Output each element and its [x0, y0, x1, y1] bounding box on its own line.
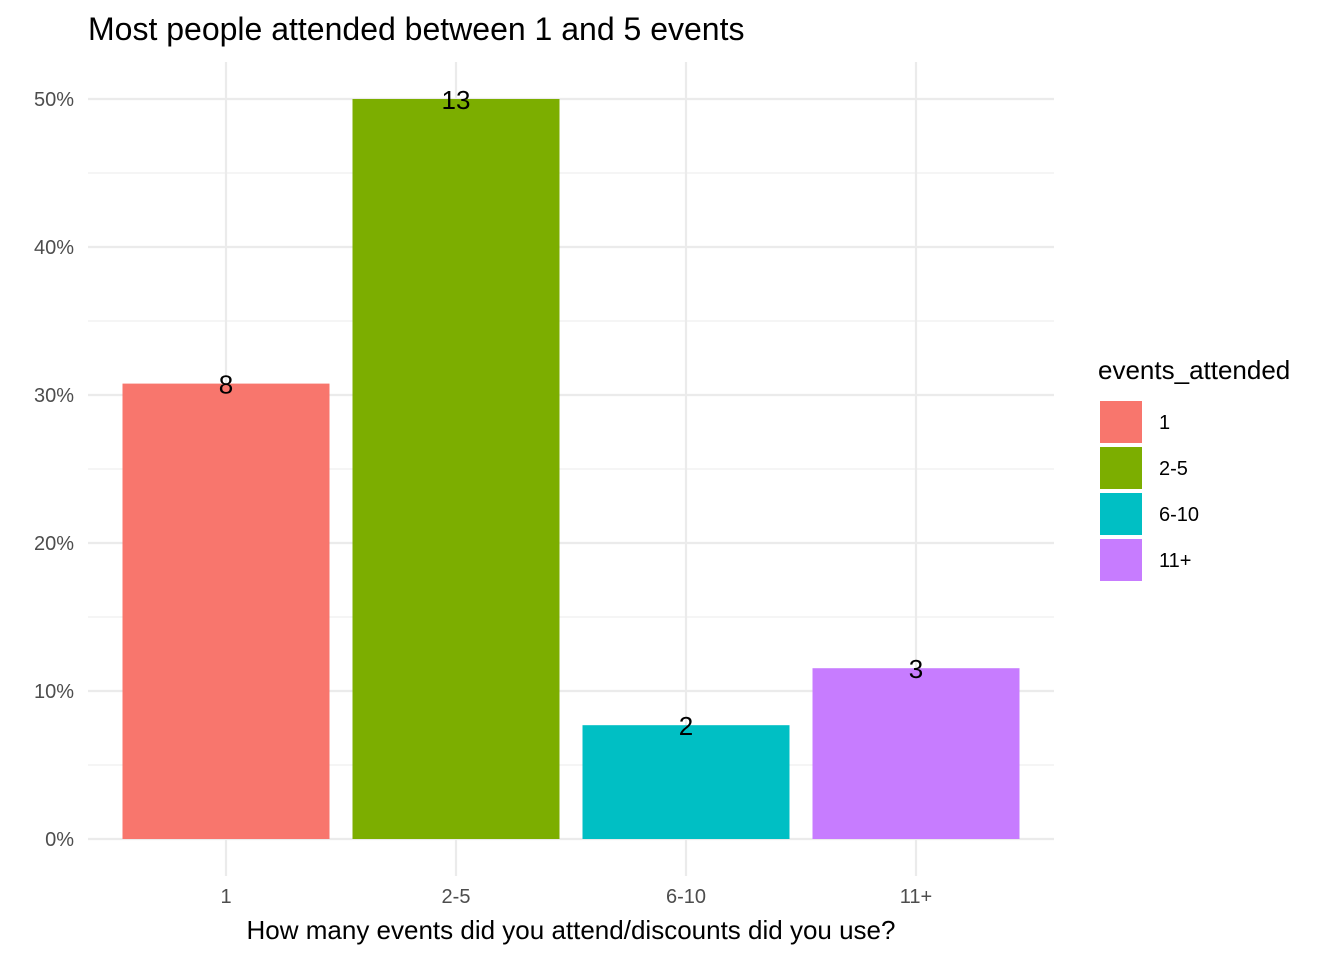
legend-label: 1 [1159, 412, 1170, 434]
chart-title: Most people attended between 1 and 5 eve… [88, 11, 744, 47]
legend-swatch [1100, 539, 1142, 581]
bar-2-5 [352, 99, 560, 839]
legend-label: 11+ [1159, 550, 1191, 572]
y-tick-label: 50% [34, 89, 74, 111]
x-tick-label: 6-10 [666, 886, 706, 908]
bar-1 [122, 383, 330, 839]
y-tick-label: 10% [34, 681, 74, 703]
legend-swatch [1100, 447, 1142, 489]
legend-swatch [1100, 493, 1142, 535]
y-axis-ticks: 0% 10% 20% 30% 40% 50% [34, 89, 74, 851]
data-labels: 8 13 2 3 [219, 85, 923, 741]
legend-title: events_attended [1098, 355, 1290, 385]
y-tick-label: 30% [34, 385, 74, 407]
x-tick-label: 2-5 [442, 886, 471, 908]
legend-swatch [1100, 401, 1142, 443]
data-label: 8 [219, 370, 233, 400]
x-axis-ticks: 1 2-5 6-10 11+ [220, 886, 932, 908]
y-tick-label: 0% [45, 829, 74, 851]
data-label: 13 [442, 85, 471, 115]
x-axis-label: How many events did you attend/discounts… [247, 915, 896, 945]
bar-6-10 [582, 725, 790, 839]
bars [122, 99, 1020, 839]
x-tick-label: 1 [220, 886, 231, 908]
y-tick-label: 40% [34, 237, 74, 259]
data-label: 3 [909, 654, 923, 684]
data-label: 2 [679, 711, 693, 741]
legend: events_attended 1 2-5 6-10 11+ [1098, 355, 1290, 581]
bar-11+ [812, 668, 1020, 839]
legend-label: 2-5 [1159, 458, 1188, 480]
legend-label: 6-10 [1159, 504, 1199, 526]
x-tick-label: 11+ [900, 886, 932, 908]
y-tick-label: 20% [34, 533, 74, 555]
